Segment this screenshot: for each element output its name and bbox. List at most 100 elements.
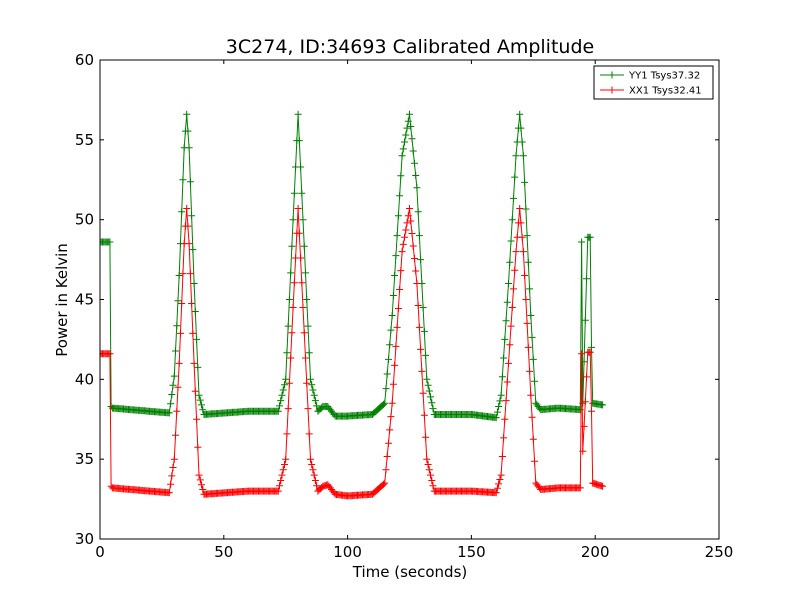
data-point (313, 402, 321, 410)
data-point (288, 329, 296, 337)
data-point (505, 280, 512, 287)
data-point (167, 480, 175, 488)
data-point (523, 319, 531, 327)
legend-marker (608, 86, 616, 94)
data-point (496, 397, 504, 405)
data-point (169, 381, 177, 389)
data-point (501, 415, 509, 423)
data-point (183, 205, 191, 212)
data-point (178, 300, 186, 307)
data-point (309, 466, 317, 474)
data-point (528, 333, 536, 341)
data-point (195, 471, 203, 479)
data-point (288, 242, 296, 250)
data-point (276, 402, 283, 410)
data-point (516, 110, 524, 118)
legend-marker (608, 71, 616, 79)
data-point (174, 383, 182, 391)
data-point (285, 296, 293, 303)
data-point (512, 152, 520, 160)
data-point (531, 457, 538, 465)
data-point (403, 219, 411, 227)
data-point (503, 298, 511, 306)
data-point (529, 355, 537, 363)
data-point (402, 226, 410, 234)
data-point (599, 401, 607, 409)
data-point (581, 316, 589, 324)
data-point (411, 255, 418, 262)
data-point (183, 110, 191, 118)
data-point (179, 270, 187, 278)
data-point (397, 172, 405, 180)
data-point (518, 138, 526, 146)
data-point (178, 208, 186, 216)
data-point (196, 476, 204, 484)
data-point (299, 304, 307, 311)
data-point (427, 393, 434, 401)
data-point (529, 435, 537, 443)
y-tick-label: 40 (75, 370, 94, 388)
data-point (507, 237, 515, 245)
data-point (399, 145, 407, 153)
data-point (185, 240, 193, 248)
data-point (391, 361, 399, 369)
data-point (287, 354, 295, 362)
data-point (497, 471, 505, 479)
data-point (198, 481, 205, 489)
data-point (274, 407, 282, 415)
data-point (297, 163, 305, 171)
data-point (297, 254, 305, 262)
data-point (295, 137, 303, 145)
data-point (196, 396, 204, 404)
data-point (193, 415, 201, 423)
data-point (282, 455, 290, 463)
data-point (506, 258, 514, 266)
data-point (303, 379, 311, 387)
data-point (497, 391, 505, 399)
data-point (277, 397, 285, 405)
data-point (302, 269, 309, 277)
data-point (422, 351, 430, 359)
data-point (309, 386, 317, 394)
data-point (290, 279, 298, 287)
data-point (526, 285, 534, 293)
data-point (189, 246, 197, 254)
data-point (279, 466, 287, 474)
data-point (579, 447, 587, 455)
data-point (300, 242, 308, 250)
x-tick-label: 250 (705, 543, 734, 561)
data-point (413, 184, 421, 192)
data-point (500, 434, 508, 442)
data-point (401, 138, 408, 146)
data-point (389, 292, 397, 299)
data-point (496, 476, 504, 483)
data-point (170, 372, 178, 380)
data-point (311, 477, 319, 484)
data-point (418, 367, 426, 375)
data-point (519, 248, 527, 256)
data-point (501, 335, 509, 343)
legend-label: YY1 Tsys37.32 (628, 71, 700, 82)
data-point (199, 406, 207, 414)
data-point (406, 110, 413, 118)
data-point (191, 387, 199, 395)
x-tick-label: 0 (95, 543, 105, 561)
data-point (277, 477, 285, 484)
data-point (381, 479, 389, 487)
data-point (599, 482, 607, 490)
data-point (308, 381, 316, 389)
chart-title: 3C274, ID:34693 Calibrated Amplitude (226, 36, 594, 58)
data-point (586, 233, 594, 241)
data-point (165, 489, 173, 497)
data-point (531, 377, 538, 385)
legend-label: XX1 Tsys32.41 (629, 86, 702, 97)
data-point (177, 329, 184, 337)
data-point (510, 285, 517, 293)
data-point (278, 471, 286, 479)
data-point (170, 455, 178, 463)
data-point (498, 453, 506, 460)
data-point (382, 466, 390, 474)
data-point (307, 375, 314, 383)
data-point (495, 403, 503, 410)
data-point (190, 359, 198, 367)
